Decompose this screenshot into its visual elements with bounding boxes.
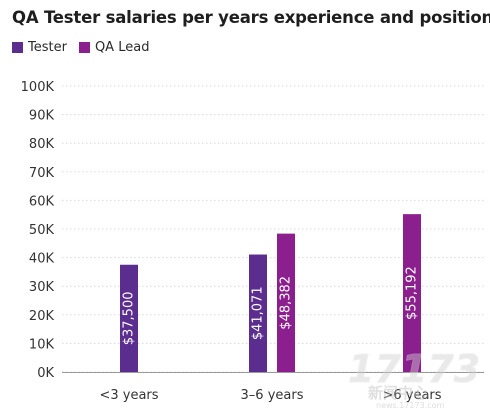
data-label: $41,071 <box>251 286 266 340</box>
y-tick-label: 60K <box>29 194 55 209</box>
bar-tester <box>249 254 267 372</box>
chart-title: QA Tester salaries per years experience … <box>12 8 490 27</box>
y-tick-label: 0K <box>37 366 54 381</box>
legend-swatch-qa-lead <box>78 42 90 53</box>
legend-label-qa-lead: QA Lead <box>94 40 150 55</box>
y-tick-label: 40K <box>29 252 55 267</box>
bar-qa-lead <box>277 233 295 372</box>
y-tick-label: 10K <box>29 337 55 352</box>
y-tick-label: 80K <box>29 137 55 152</box>
y-tick-label: 30K <box>29 280 55 295</box>
y-tick-label: 70K <box>29 166 55 181</box>
y-tick-label: 50K <box>29 223 55 238</box>
y-tick-label: 20K <box>29 309 55 324</box>
data-label: $48,382 <box>279 276 294 330</box>
x-tick-label: >6 years <box>382 388 441 403</box>
legend: Tester QA Lead <box>12 40 161 55</box>
legend-item-tester: Tester <box>12 40 67 55</box>
y-tick-label: 90K <box>29 109 55 124</box>
legend-item-qa-lead: QA Lead <box>78 40 150 55</box>
data-label: $37,500 <box>122 291 137 345</box>
bar-tester <box>120 264 138 372</box>
x-tick-label: <3 years <box>99 388 158 403</box>
legend-label-tester: Tester <box>28 40 67 55</box>
bar-qa-lead <box>403 214 421 372</box>
x-tick-label: 3–6 years <box>241 388 304 403</box>
legend-swatch-tester <box>12 42 23 53</box>
data-label: $55,192 <box>405 266 420 320</box>
y-tick-label: 100K <box>21 80 55 95</box>
